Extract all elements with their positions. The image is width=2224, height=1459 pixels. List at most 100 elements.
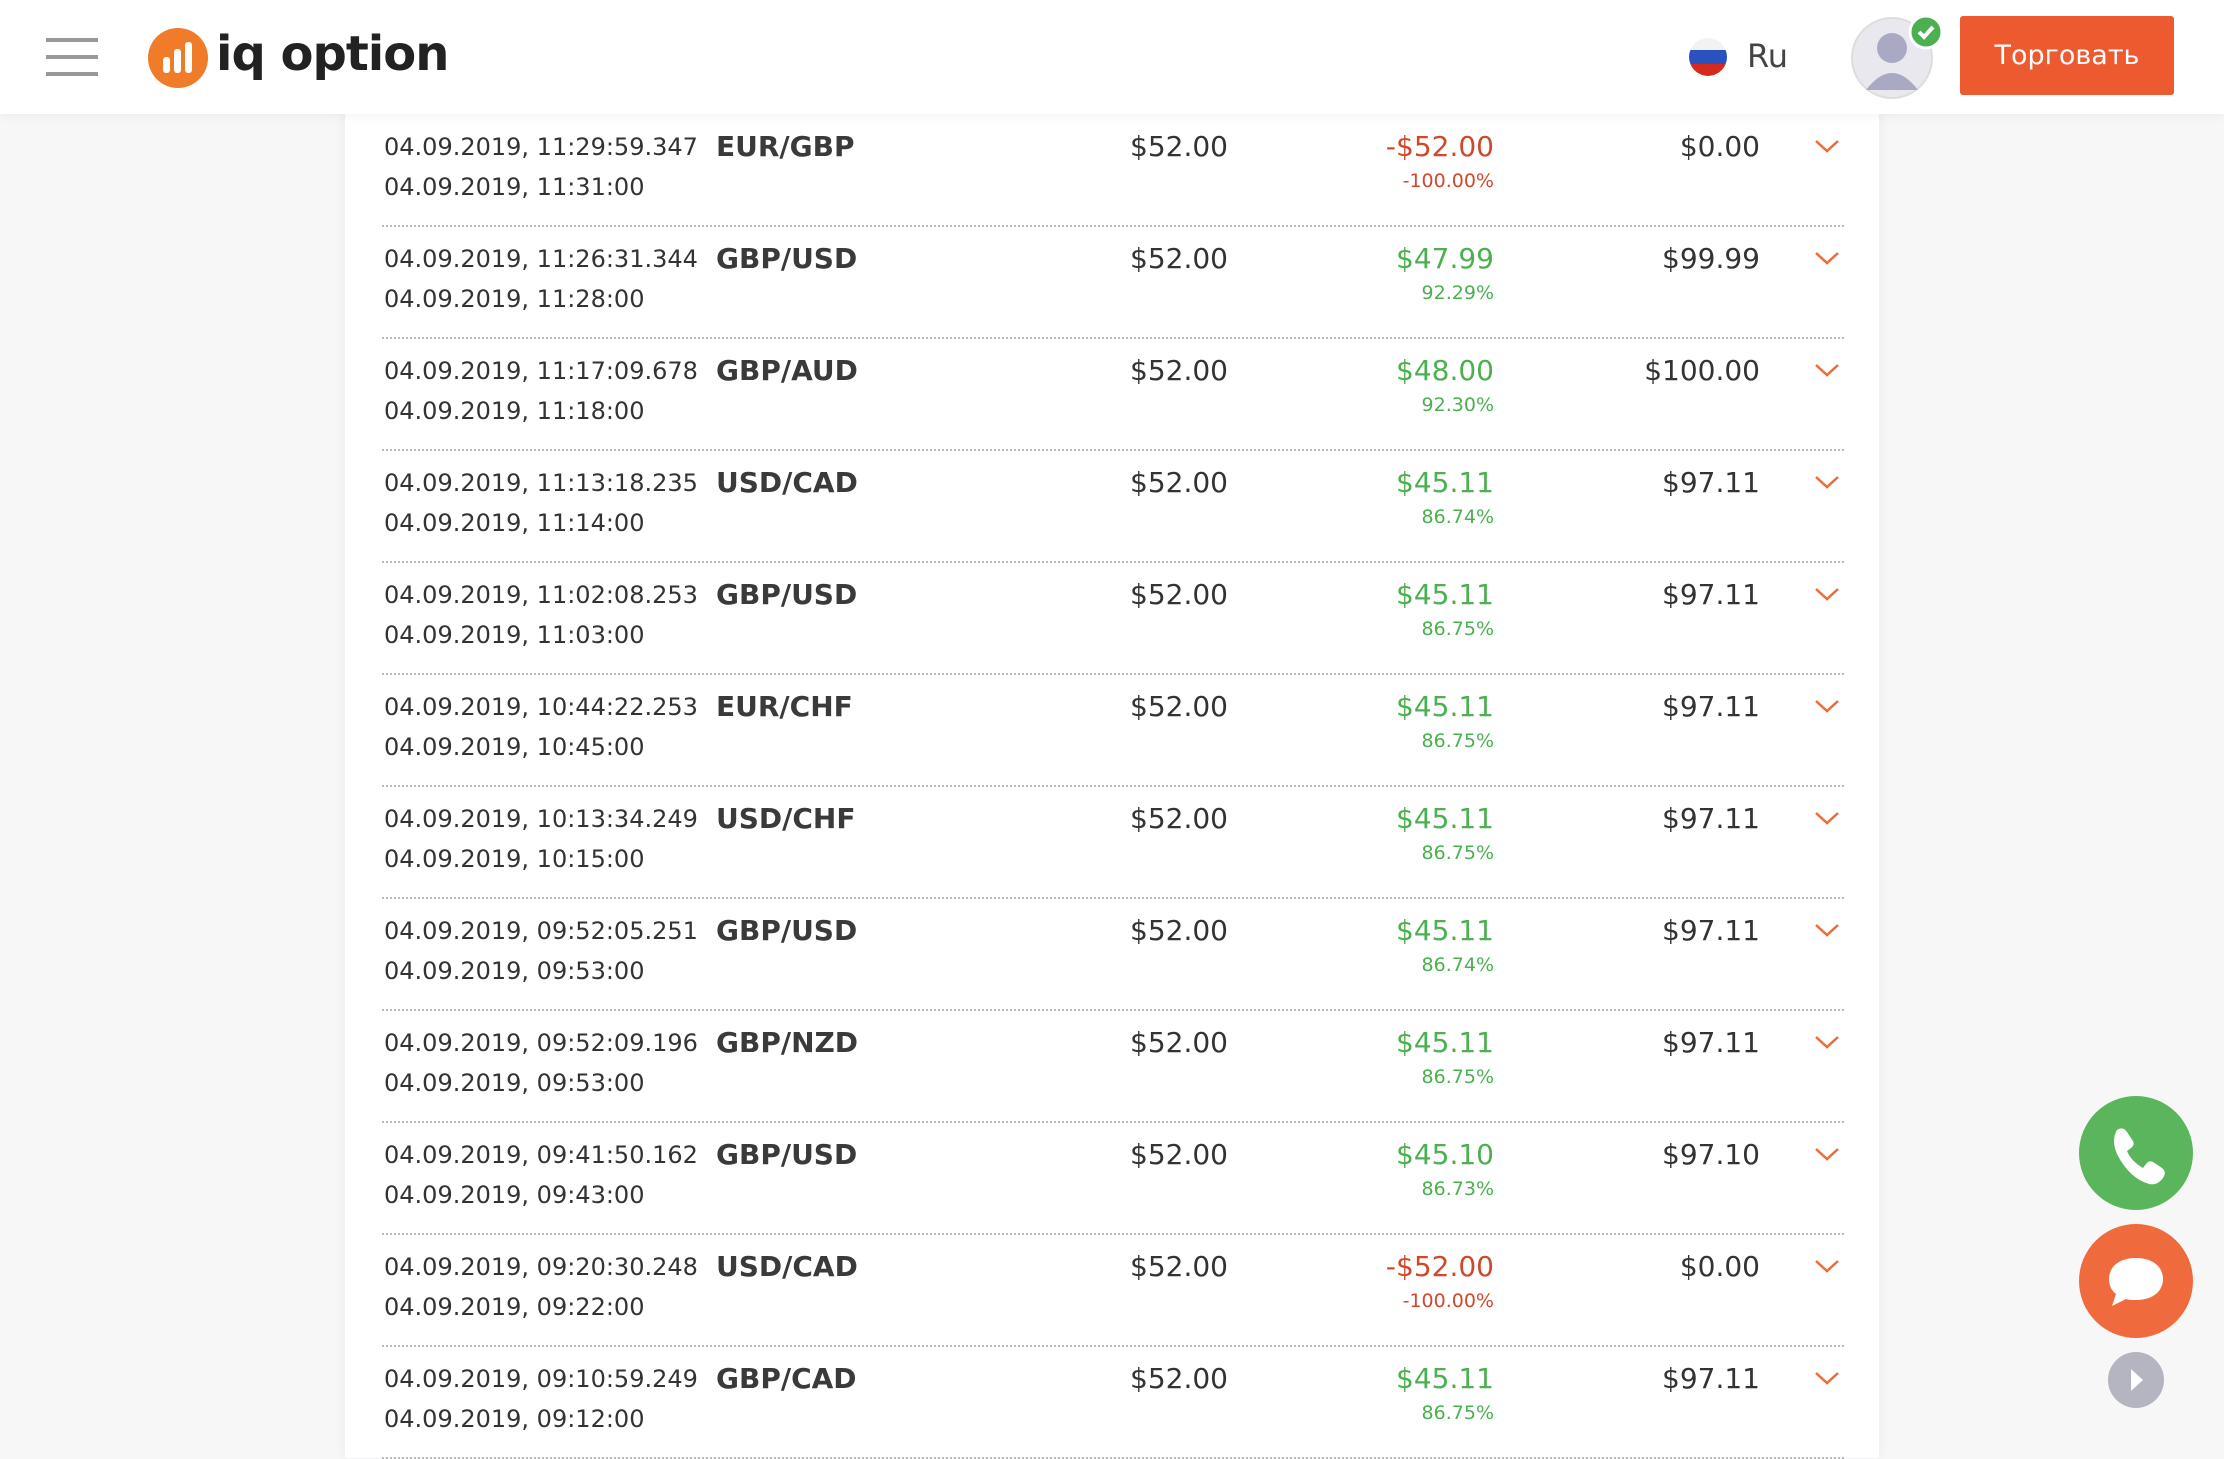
asset-pair: USD/CAD	[716, 1250, 858, 1283]
expand-chevron[interactable]	[1814, 585, 1840, 603]
expand-chevron[interactable]	[1814, 137, 1840, 155]
profit-percent: 92.30%	[1421, 394, 1494, 416]
expand-chevron[interactable]	[1814, 1369, 1840, 1387]
open-time: 04.09.2019, 11:17:09.678	[384, 357, 698, 385]
language[interactable]: Ru	[1747, 37, 1789, 75]
open-time: 04.09.2019, 10:13:34.249	[384, 805, 698, 833]
investment: $52.00	[1130, 578, 1228, 611]
avatar[interactable]	[1850, 12, 1950, 102]
brand[interactable]: iq option	[216, 26, 449, 82]
open-time: 04.09.2019, 11:26:31.344	[384, 245, 698, 273]
payout: $97.11	[1662, 1026, 1760, 1059]
close-time: 04.09.2019, 10:45:00	[384, 733, 645, 761]
open-time: 04.09.2019, 09:20:30.248	[384, 1253, 698, 1281]
investment: $52.00	[1130, 130, 1228, 163]
profit: -$52.00	[1385, 1250, 1494, 1283]
trade-row[interactable]: 04.09.2019, 10:44:22.253 04.09.2019, 10:4…	[382, 675, 1844, 787]
payout: $97.11	[1662, 914, 1760, 947]
chat-button[interactable]	[2079, 1224, 2193, 1338]
expand-chevron[interactable]	[1814, 1033, 1840, 1051]
investment: $52.00	[1130, 914, 1228, 947]
flag-icon	[1689, 38, 1727, 76]
trade-row[interactable]: 04.09.2019, 09:10:59.249 04.09.2019, 09:1…	[382, 1347, 1844, 1459]
close-time: 04.09.2019, 09:53:00	[384, 957, 645, 985]
profit-percent: 86.74%	[1421, 954, 1494, 976]
close-time: 04.09.2019, 09:22:00	[384, 1293, 645, 1321]
payout: $0.00	[1679, 130, 1760, 163]
investment: $52.00	[1130, 466, 1228, 499]
trade-row[interactable]: 04.09.2019, 11:17:09.678 04.09.2019, 11:1…	[382, 339, 1844, 451]
trade-history-panel	[345, 0, 1879, 1458]
trade-button[interactable]: Торговать	[1960, 16, 2174, 95]
asset-pair: GBP/USD	[716, 578, 858, 611]
trade-row[interactable]: 04.09.2019, 10:13:34.249 04.09.2019, 10:1…	[382, 787, 1844, 899]
profit: -$52.00	[1385, 130, 1494, 163]
close-time: 04.09.2019, 09:43:00	[384, 1181, 645, 1209]
open-time: 04.09.2019, 10:44:22.253	[384, 693, 698, 721]
investment: $52.00	[1130, 690, 1228, 723]
close-time: 04.09.2019, 09:53:00	[384, 1069, 645, 1097]
asset-pair: GBP/USD	[716, 914, 858, 947]
investment: $52.00	[1130, 354, 1228, 387]
profit: $45.10	[1396, 1138, 1494, 1171]
investment: $52.00	[1130, 1138, 1228, 1171]
expand-chevron[interactable]	[1814, 921, 1840, 939]
investment: $52.00	[1130, 242, 1228, 275]
close-time: 04.09.2019, 11:03:00	[384, 621, 645, 649]
profit: $45.11	[1396, 1362, 1494, 1395]
expand-chevron[interactable]	[1814, 1257, 1840, 1275]
asset-pair: GBP/NZD	[716, 1026, 859, 1059]
open-time: 04.09.2019, 09:52:05.251	[384, 917, 698, 945]
profit-percent: 86.74%	[1421, 506, 1494, 528]
trade-row[interactable]: 04.09.2019, 11:29:59.347 04.09.2019, 11:3…	[382, 115, 1844, 227]
trade-row[interactable]: 04.09.2019, 09:41:50.162 04.09.2019, 09:4…	[382, 1123, 1844, 1235]
payout: $97.11	[1662, 466, 1760, 499]
profit: $45.11	[1396, 578, 1494, 611]
trade-row[interactable]: 04.09.2019, 11:13:18.235 04.09.2019, 11:1…	[382, 451, 1844, 563]
close-time: 04.09.2019, 10:15:00	[384, 845, 645, 873]
profit: $45.11	[1396, 802, 1494, 835]
asset-pair: USD/CHF	[716, 802, 856, 835]
trade-row[interactable]: 04.09.2019, 09:20:30.248 04.09.2019, 09:2…	[382, 1235, 1844, 1347]
profit: $47.99	[1396, 242, 1494, 275]
asset-pair: EUR/GBP	[716, 130, 855, 163]
expand-chevron[interactable]	[1814, 809, 1840, 827]
expand-chevron[interactable]	[1814, 473, 1840, 491]
profit: $45.11	[1396, 1026, 1494, 1059]
close-time: 04.09.2019, 09:12:00	[384, 1405, 645, 1433]
asset-pair: GBP/AUD	[716, 354, 858, 387]
expand-chevron[interactable]	[1814, 697, 1840, 715]
close-time: 04.09.2019, 11:31:00	[384, 173, 645, 201]
asset-pair: GBP/USD	[716, 1138, 858, 1171]
open-time: 04.09.2019, 11:02:08.253	[384, 581, 698, 609]
open-time: 04.09.2019, 09:41:50.162	[384, 1141, 698, 1169]
profit: $45.11	[1396, 690, 1494, 723]
menu-button[interactable]	[46, 36, 100, 78]
trade-row[interactable]: 04.09.2019, 11:02:08.253 04.09.2019, 11:0…	[382, 563, 1844, 675]
trade-row[interactable]: 04.09.2019, 11:26:31.344 04.09.2019, 11:2…	[382, 227, 1844, 339]
expand-chevron[interactable]	[1814, 361, 1840, 379]
asset-pair: USD/CAD	[716, 466, 858, 499]
profit-percent: 86.75%	[1421, 1066, 1494, 1088]
expand-chevron[interactable]	[1814, 1145, 1840, 1163]
profit: $48.00	[1396, 354, 1494, 387]
asset-pair: GBP/CAD	[716, 1362, 857, 1395]
profit-percent: 86.73%	[1421, 1178, 1494, 1200]
payout: $97.11	[1662, 1362, 1760, 1395]
payout: $97.10	[1662, 1138, 1760, 1171]
call-button[interactable]	[2079, 1096, 2193, 1210]
expand-button[interactable]	[2108, 1352, 2164, 1408]
trade-row[interactable]: 04.09.2019, 09:52:05.251 04.09.2019, 09:5…	[382, 899, 1844, 1011]
profit-percent: 86.75%	[1421, 842, 1494, 864]
expand-chevron[interactable]	[1814, 249, 1840, 267]
investment: $52.00	[1130, 1026, 1228, 1059]
profit-percent: -100.00%	[1402, 1290, 1494, 1312]
investment: $52.00	[1130, 802, 1228, 835]
trade-row[interactable]: 04.09.2019, 09:52:09.196 04.09.2019, 09:5…	[382, 1011, 1844, 1123]
investment: $52.00	[1130, 1362, 1228, 1395]
open-time: 04.09.2019, 09:10:59.249	[384, 1365, 698, 1393]
open-time: 04.09.2019, 11:13:18.235	[384, 469, 698, 497]
profit-percent: -100.00%	[1402, 170, 1494, 192]
investment: $52.00	[1130, 1250, 1228, 1283]
